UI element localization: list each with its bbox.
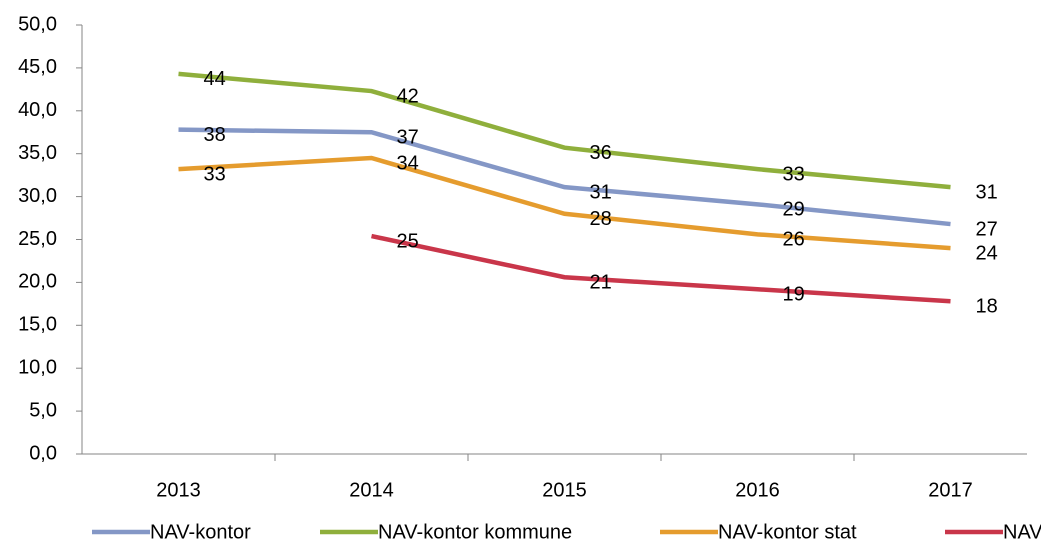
y-tick-label: 50,0: [18, 13, 57, 35]
data-label: 25: [397, 230, 419, 252]
legend-label: NAV-kontor: [150, 521, 251, 543]
data-label: 37: [397, 127, 419, 149]
y-tick-label: 30,0: [18, 185, 57, 207]
series-line: [178, 71, 951, 190]
y-tick-label: 45,0: [18, 56, 57, 78]
data-label: 33: [783, 163, 805, 185]
y-tick-label: 5,0: [29, 399, 57, 421]
data-label: 24: [976, 242, 998, 264]
y-tick-label: 40,0: [18, 99, 57, 121]
data-label: 44: [204, 68, 226, 90]
data-label: 18: [976, 296, 998, 318]
y-tick-label: 15,0: [18, 314, 57, 336]
data-label: 31: [976, 181, 998, 203]
x-tick-label: 2013: [156, 479, 201, 501]
legend-label: NAV-kontor stat: [718, 521, 857, 543]
x-tick-label: 2017: [928, 479, 973, 501]
legend-label: NAV-kontor kommune: [378, 521, 572, 543]
x-tick-label: 2014: [349, 479, 394, 501]
x-tick-label: 2016: [735, 479, 780, 501]
data-label: 33: [204, 163, 226, 185]
series-line: [178, 127, 951, 227]
data-label: 34: [397, 152, 419, 174]
data-label: 26: [783, 229, 805, 251]
y-tick-label: 20,0: [18, 271, 57, 293]
data-label: 28: [590, 208, 612, 230]
series-line: [371, 233, 951, 304]
data-label: 27: [976, 218, 998, 240]
y-tick-label: 35,0: [18, 142, 57, 164]
x-tick-label: 2015: [542, 479, 587, 501]
legend-label: NAV: [1003, 521, 1041, 543]
data-label: 29: [783, 199, 805, 221]
y-tick-label: 10,0: [18, 356, 57, 378]
data-label: 42: [397, 85, 419, 107]
data-label: 31: [590, 181, 612, 203]
data-label: 19: [783, 284, 805, 306]
y-tick-label: 25,0: [18, 228, 57, 250]
data-label: 21: [590, 272, 612, 294]
data-label: 36: [590, 142, 612, 164]
data-label: 38: [204, 124, 226, 146]
series-line: [178, 155, 951, 251]
y-tick-label: 0,0: [29, 442, 57, 464]
